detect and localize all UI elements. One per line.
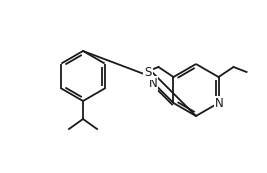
- Text: N: N: [148, 77, 157, 90]
- Text: S: S: [144, 66, 152, 80]
- Text: N: N: [215, 97, 224, 110]
